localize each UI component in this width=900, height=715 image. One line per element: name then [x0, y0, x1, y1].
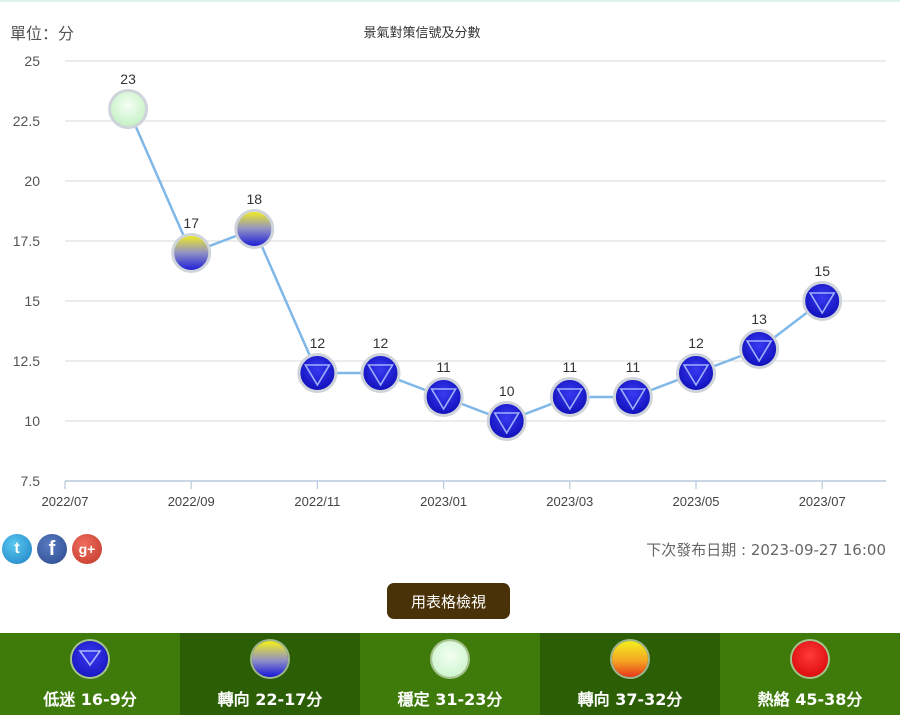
x-tick-label: 2023/03	[546, 494, 593, 509]
data-label: 11	[626, 359, 641, 375]
legend-label: 低迷 16-9分	[43, 690, 137, 709]
data-point-marker	[676, 353, 716, 393]
data-point-yellow-blue	[171, 233, 212, 273]
data-point-blue	[423, 377, 464, 417]
facebook-icon[interactable]: f	[37, 534, 67, 564]
y-tick-label: 17.5	[13, 233, 40, 249]
data-point-blue	[486, 401, 527, 441]
y-tick-label: 22.5	[13, 113, 40, 129]
data-label: 15	[814, 263, 830, 279]
data-label: 23	[120, 71, 136, 87]
data-point-marker	[360, 353, 401, 393]
blue-down-triangle-dot-icon	[72, 641, 108, 677]
series-line	[126, 108, 823, 423]
data-point-marker	[612, 377, 653, 417]
down-triangle-icon	[430, 388, 458, 411]
data-point-marker	[423, 377, 464, 417]
signal-score-chart: 7.5 10 12.5 15 17.5 20 22.5 25 2022/07 2022/09 202…	[13, 53, 886, 509]
legend-item-stable: 穩定 31-23分	[360, 633, 540, 715]
legend-label: 轉向 37-32分	[577, 690, 683, 709]
data-point-blue	[297, 353, 338, 393]
data-label: 11	[563, 359, 578, 375]
chart-title: 景氣對策信號及分數	[363, 26, 481, 41]
legend-item-low: 低迷 16-9分	[0, 633, 180, 715]
data-label: 12	[688, 335, 704, 351]
red-dot-icon	[792, 641, 828, 677]
down-triangle-icon	[745, 340, 773, 363]
googleplus-icon[interactable]: g+	[72, 534, 102, 564]
y-tick-label: 10	[24, 413, 40, 429]
y-tick-label: 20	[24, 173, 40, 189]
data-point-green	[108, 89, 149, 129]
data-label: 10	[499, 383, 515, 399]
data-point-marker	[549, 377, 590, 417]
legend-item-turning-down: 轉向 22-17分	[180, 633, 360, 715]
legend-item-booming: 熱絡 45-38分	[720, 633, 900, 715]
data-point-blue	[549, 377, 590, 417]
data-point-marker	[171, 233, 212, 273]
data-point-marker	[486, 401, 527, 441]
chart-axes: 7.5 10 12.5 15 17.5 20 22.5 25 2022/07 2022/09 202…	[13, 53, 886, 509]
down-triangle-icon	[556, 388, 584, 411]
data-point-blue	[360, 353, 401, 393]
data-point-marker	[108, 89, 149, 129]
x-tick-label: 2022/09	[168, 494, 215, 509]
next-release-date: 下次發布日期 : 2023-09-27 16:00	[646, 541, 886, 559]
data-label: 11	[436, 359, 451, 375]
x-tick-label: 2022/11	[294, 494, 340, 509]
data-label: 12	[310, 335, 326, 351]
down-triangle-icon	[493, 412, 521, 435]
data-point-blue	[739, 329, 780, 369]
x-tick-label: 2023/01	[420, 494, 467, 509]
data-point-marker	[739, 329, 780, 369]
data-label: 17	[183, 215, 199, 231]
unit-label: 單位：分	[10, 24, 75, 43]
data-label: 13	[751, 311, 767, 327]
yellow-blue-dot-icon	[252, 641, 288, 677]
chart-series: 23 17 18 12 12 11 10 11 11 12 13 15	[108, 71, 843, 441]
down-triangle-icon	[682, 364, 710, 387]
y-tick-label: 25	[24, 53, 40, 69]
y-tick-label: 15	[24, 293, 40, 309]
data-point-blue	[612, 377, 653, 417]
x-tick-label: 2023/05	[673, 494, 720, 509]
data-point-blue	[802, 281, 843, 321]
y-tick-label: 12.5	[13, 353, 40, 369]
data-label: 12	[373, 335, 389, 351]
twitter-icon[interactable]: t	[2, 534, 32, 564]
legend-label: 穩定 31-23分	[397, 690, 503, 709]
down-triangle-icon	[808, 292, 836, 315]
yellow-red-dot-icon	[612, 641, 648, 677]
legend-label: 熱絡 45-38分	[757, 690, 863, 709]
legend-label: 轉向 22-17分	[217, 690, 323, 709]
down-triangle-icon	[303, 364, 331, 387]
down-triangle-icon	[367, 364, 394, 387]
table-view-button[interactable]: 用表格檢視	[387, 583, 510, 619]
data-point-marker	[802, 281, 843, 321]
data-point-marker	[297, 353, 338, 393]
down-triangle-icon	[619, 388, 647, 411]
x-tick-label: 2022/07	[42, 494, 89, 509]
data-point-blue	[676, 353, 716, 393]
signal-legend: 低迷 16-9分 轉向 22-17分 穩定 31-23分 轉向 37-32分 熱…	[0, 633, 900, 715]
y-tick-label: 7.5	[21, 473, 41, 489]
data-label: 18	[247, 191, 263, 207]
green-dot-icon	[432, 641, 468, 677]
x-tick-label: 2023/07	[799, 494, 846, 509]
data-point-yellow-blue	[234, 209, 275, 249]
top-rule	[0, 0, 900, 2]
data-point-marker	[234, 209, 275, 249]
legend-item-turning-up: 轉向 37-32分	[540, 633, 720, 715]
